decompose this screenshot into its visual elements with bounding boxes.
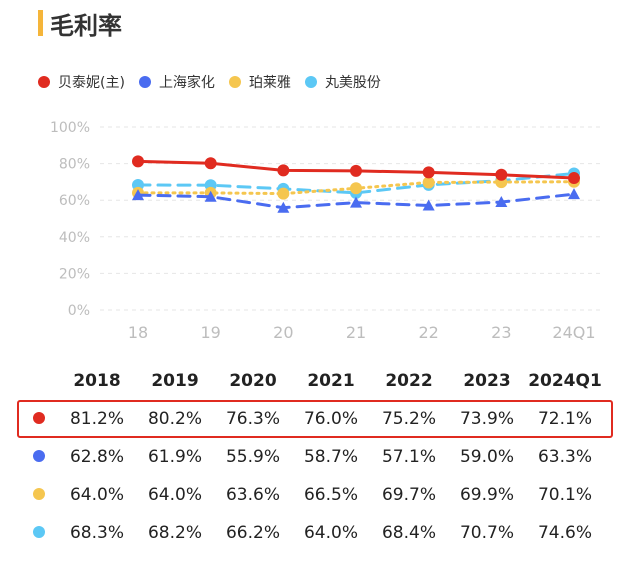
data-point	[495, 168, 508, 181]
data-point	[132, 155, 144, 168]
data-point	[132, 189, 144, 201]
table-cell: 68.3%	[69, 523, 124, 543]
table-cell: 69.7%	[381, 485, 436, 505]
series-dot-icon	[33, 526, 45, 538]
table-cell: 55.9%	[225, 447, 280, 467]
x-tick-label: 19	[200, 323, 220, 342]
table-cell: 68.4%	[381, 523, 436, 543]
data-point	[277, 201, 290, 213]
table-cell: 66.5%	[303, 485, 358, 505]
table-cell: 81.2%	[69, 409, 124, 429]
table-cell: 80.2%	[147, 409, 202, 429]
table-header-cell: 2022	[385, 371, 433, 391]
legend-marker	[38, 76, 50, 88]
line-chart: 0% 20% 40% 60% 80% 100% 18 19 20 21 22 23 24Q1	[50, 120, 600, 342]
legend-marker	[304, 76, 317, 88]
data-point	[568, 172, 580, 185]
data-point	[422, 176, 435, 189]
legend-item-bethany[interactable]: 贝泰妮(主)	[38, 72, 125, 92]
x-tick-label: 20	[273, 323, 293, 342]
x-tick-label: 22	[418, 323, 438, 342]
table-row: 62.8% 61.9% 55.9% 58.7% 57.1% 59.0% 63.3…	[20, 438, 604, 476]
title-accent-bar	[38, 10, 43, 36]
table-cell: 63.3%	[537, 447, 592, 467]
legend-label: 贝泰妮(主)	[58, 75, 125, 91]
y-tick-label: 100%	[50, 120, 90, 136]
table-cell: 70.1%	[537, 485, 592, 505]
table-cell: 63.6%	[225, 485, 280, 505]
table-header-cell: 2020	[229, 371, 277, 391]
y-tick-label: 60%	[59, 193, 90, 209]
table-cell: 59.0%	[459, 447, 514, 467]
table-cell: 68.2%	[147, 523, 202, 543]
y-tick-label: 40%	[59, 230, 90, 246]
series-dot-icon	[33, 412, 45, 424]
row-marker-cell	[20, 514, 58, 552]
row-marker-cell	[20, 476, 58, 514]
x-tick-label: 23	[491, 323, 511, 342]
table-cell: 74.6%	[537, 523, 592, 543]
table-cell: 76.3%	[225, 409, 280, 429]
data-point	[277, 164, 290, 177]
y-tick-label: 0%	[68, 303, 90, 319]
table-cell: 64.0%	[147, 485, 202, 505]
table-row: 64.0% 64.0% 63.6% 66.5% 69.7% 69.9% 70.1…	[20, 476, 604, 514]
series-dot-icon	[33, 450, 45, 462]
data-point	[350, 196, 362, 208]
page-title: 毛利率	[50, 12, 122, 40]
legend-label: 上海家化	[158, 75, 215, 91]
table-header-corner	[20, 362, 58, 400]
chart-legend: 贝泰妮(主) 上海家化 珀莱雅 丸美股份	[38, 72, 381, 92]
legend-marker	[138, 76, 151, 88]
row-marker-cell	[20, 438, 58, 476]
legend-item-jahwa[interactable]: 上海家化	[138, 72, 215, 92]
legend-item-proya[interactable]: 珀莱雅	[228, 72, 291, 92]
legend-label: 丸美股份	[324, 75, 381, 91]
y-tick-label: 20%	[59, 266, 90, 282]
legend-marker	[228, 76, 241, 88]
table-cell: 58.7%	[303, 447, 358, 467]
table-cell: 70.7%	[459, 523, 514, 543]
table-header-cell: 2019	[151, 371, 199, 391]
table-cell: 64.0%	[69, 485, 124, 505]
y-tick-label: 80%	[59, 157, 90, 173]
x-tick-label: 24Q1	[552, 323, 595, 342]
x-tick-label: 18	[128, 323, 148, 342]
row-marker-cell	[20, 400, 58, 438]
legend-label: 珀莱雅	[248, 75, 291, 91]
data-point	[495, 196, 508, 208]
table-cell: 66.2%	[225, 523, 280, 543]
data-table: 2018 2019 2020 2021 2022 2023 2024Q1 81.…	[20, 362, 604, 552]
data-point	[422, 199, 435, 211]
data-point	[350, 182, 362, 195]
table-cell: 76.0%	[303, 409, 358, 429]
x-tick-label: 21	[346, 323, 366, 342]
table-header-cell: 2023	[463, 371, 511, 391]
highlight-box	[17, 400, 613, 438]
table-cell: 57.1%	[381, 447, 436, 467]
table-cell: 75.2%	[381, 409, 436, 429]
table-cell: 61.9%	[147, 447, 202, 467]
data-point	[277, 187, 290, 200]
table-header-cell: 2018	[73, 371, 121, 391]
table-header-cell: 2024Q1	[528, 371, 602, 391]
data-point	[422, 166, 435, 179]
table-header-cell: 2021	[307, 371, 355, 391]
data-point	[204, 190, 217, 202]
table-row: 81.2% 80.2% 76.3% 76.0% 75.2% 73.9% 72.1…	[20, 400, 604, 438]
table-cell: 62.8%	[69, 447, 124, 467]
table-cell: 73.9%	[459, 409, 514, 429]
series-dot-icon	[33, 488, 45, 500]
data-point	[204, 157, 217, 170]
table-row: 68.3% 68.2% 66.2% 64.0% 68.4% 70.7% 74.6…	[20, 514, 604, 552]
table-cell: 69.9%	[459, 485, 514, 505]
data-point	[568, 188, 580, 200]
legend-item-marubi[interactable]: 丸美股份	[304, 72, 381, 92]
table-cell: 64.0%	[303, 523, 358, 543]
data-point	[350, 164, 362, 177]
table-cell: 72.1%	[537, 409, 592, 429]
table-header-row: 2018 2019 2020 2021 2022 2023 2024Q1	[20, 362, 604, 400]
